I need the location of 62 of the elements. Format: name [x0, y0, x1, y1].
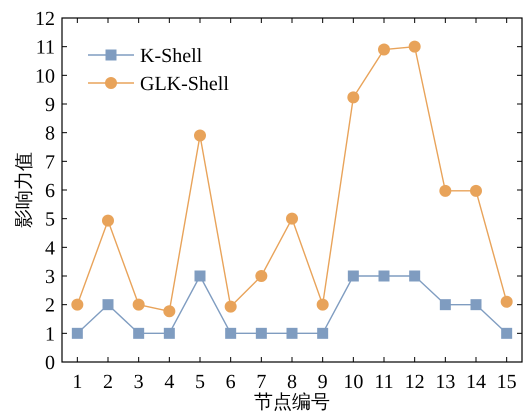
x-tick-label: 6: [226, 371, 236, 393]
point: [500, 296, 513, 308]
point: [316, 298, 329, 311]
point: [133, 328, 144, 339]
point: [439, 184, 452, 197]
x-tick-label: 10: [343, 371, 364, 393]
y-tick-label: 6: [45, 180, 55, 202]
point: [501, 328, 512, 339]
point: [347, 91, 360, 104]
x-tick-label: 1: [72, 371, 82, 393]
y-tick-label: 10: [35, 65, 55, 88]
point: [194, 130, 206, 142]
legend-label: K-Shell: [140, 45, 203, 67]
point: [348, 270, 359, 282]
point: [256, 328, 267, 339]
point: [408, 40, 421, 53]
point: [286, 328, 298, 339]
y-tick-label: 4: [45, 237, 55, 260]
x-tick-label: 12: [404, 371, 425, 393]
point: [440, 299, 451, 310]
point: [224, 300, 237, 313]
point: [194, 270, 206, 282]
x-tick-label: 15: [496, 371, 517, 393]
point: [225, 328, 236, 339]
x-tick-label: 2: [103, 371, 113, 393]
y-tick-label: 11: [36, 36, 55, 59]
x-axis-title: 节点编号: [254, 392, 330, 413]
point: [378, 270, 390, 282]
y-tick-label: 1: [45, 323, 55, 346]
y-tick-label: 9: [45, 94, 55, 116]
point: [286, 212, 298, 225]
y-tick-label: 7: [45, 151, 55, 174]
y-axis-title: 影响力值: [14, 152, 35, 228]
point: [470, 299, 482, 310]
y-tick-label: 12: [35, 8, 55, 30]
point: [317, 328, 328, 339]
x-tick-label: 9: [318, 371, 328, 393]
x-tick-label: 14: [466, 371, 486, 393]
point: [163, 305, 176, 318]
point: [71, 298, 84, 311]
x-tick-label: 11: [374, 371, 394, 393]
y-tick-label: 3: [45, 266, 55, 288]
x-tick-label: 4: [164, 371, 174, 393]
x-tick-label: 3: [134, 371, 144, 393]
point: [470, 184, 482, 197]
x-tick-label: 8: [287, 371, 297, 393]
y-tick-label: 2: [45, 294, 55, 317]
y-tick-label: 5: [45, 208, 55, 231]
point: [132, 298, 145, 311]
point: [409, 270, 420, 282]
y-tick-label: 8: [45, 122, 55, 145]
point: [255, 270, 268, 282]
legend-label: GLK-Shell: [140, 73, 230, 95]
x-tick-label: 13: [435, 371, 456, 393]
point: [102, 299, 114, 310]
point: [102, 214, 114, 227]
x-tick-label: 7: [256, 371, 266, 393]
y-tick-label: 0: [45, 352, 55, 374]
x-tick-label: 5: [195, 371, 205, 393]
point: [72, 328, 83, 339]
point: [378, 44, 390, 56]
point: [164, 328, 175, 339]
